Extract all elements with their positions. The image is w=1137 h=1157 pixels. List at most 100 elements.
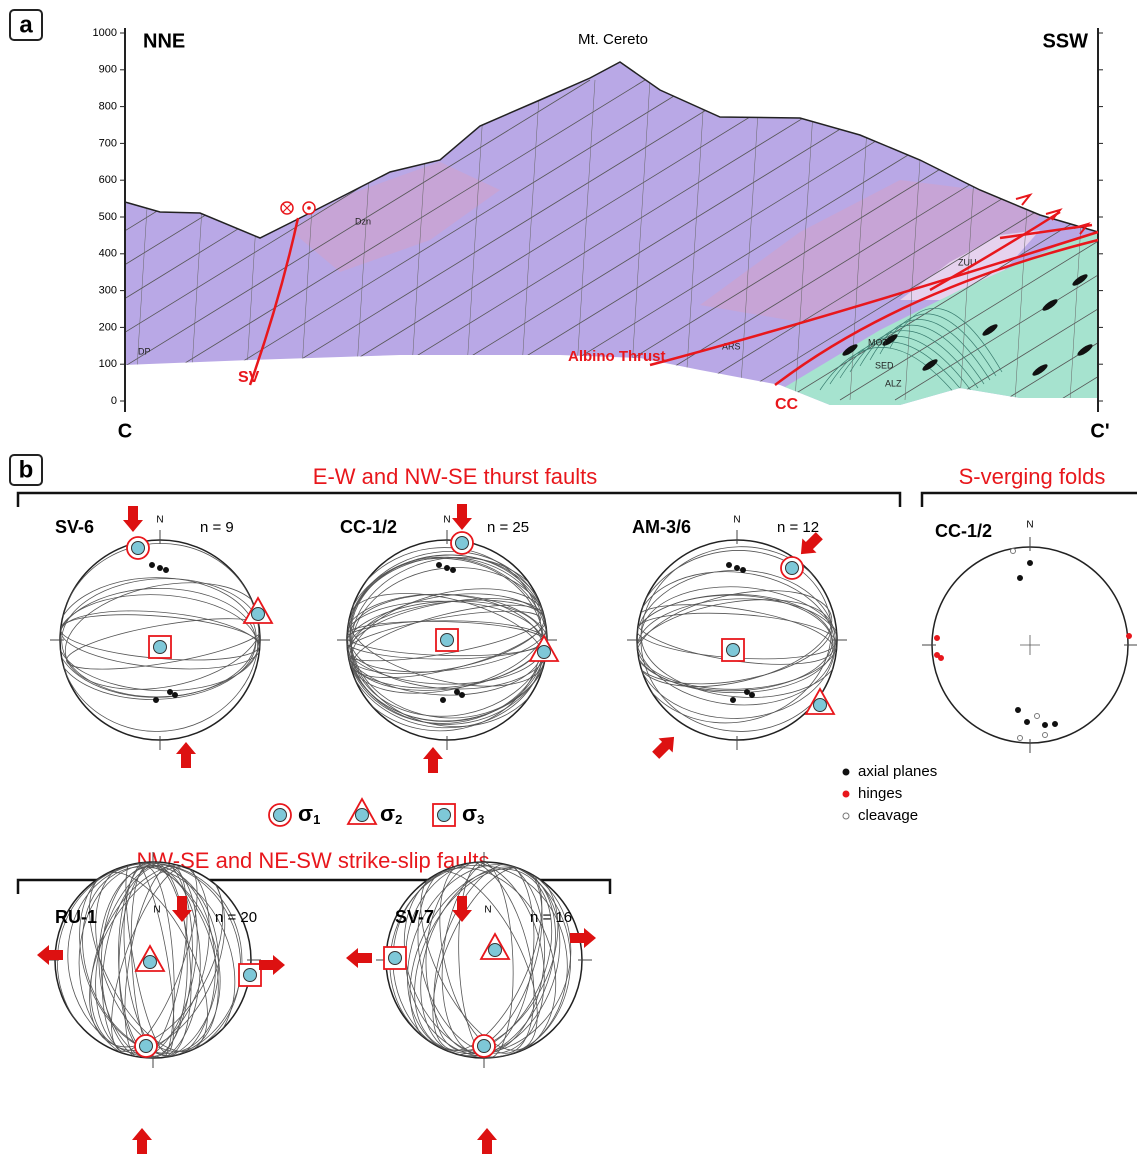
sigma-core bbox=[274, 809, 287, 822]
elevation-tick-label: 1000 bbox=[93, 27, 117, 39]
elevation-tick-label: 600 bbox=[99, 174, 117, 186]
pole bbox=[441, 698, 446, 703]
pole bbox=[745, 690, 750, 695]
fault-arrow bbox=[1016, 195, 1030, 205]
sample-count: n = 20 bbox=[215, 909, 257, 926]
sigma-core bbox=[814, 699, 827, 712]
legend-label: hinges bbox=[858, 785, 902, 802]
pole bbox=[1025, 720, 1030, 725]
bedding-cross bbox=[80, 80, 100, 400]
stress-arrow bbox=[123, 506, 143, 532]
pole bbox=[731, 698, 736, 703]
unit-label: DP bbox=[138, 346, 151, 356]
pole bbox=[727, 563, 732, 568]
section-end: C bbox=[118, 420, 132, 442]
pole bbox=[1016, 708, 1021, 713]
stress-arrow bbox=[259, 955, 285, 975]
north-label: N bbox=[443, 515, 450, 526]
sigma-symbol: σ bbox=[298, 801, 313, 826]
sigma-core bbox=[244, 969, 257, 982]
pole bbox=[1018, 576, 1023, 581]
elevation-tick-label: 0 bbox=[111, 395, 117, 407]
stress-legend-label: σ2 bbox=[380, 801, 402, 828]
sample-count: n = 9 bbox=[200, 519, 234, 536]
pole bbox=[460, 693, 465, 698]
fault-label: SV bbox=[238, 369, 260, 386]
sigma-core bbox=[786, 562, 799, 575]
legend-marker bbox=[843, 813, 849, 819]
site-label: SV-7 bbox=[395, 907, 434, 927]
elevation-tick-label: 200 bbox=[99, 321, 117, 333]
fault-label: CC bbox=[775, 396, 799, 413]
sigma-core bbox=[456, 537, 469, 550]
pole bbox=[158, 566, 163, 571]
site-label: AM-3/6 bbox=[632, 517, 691, 537]
sigma-core bbox=[154, 641, 167, 654]
pole bbox=[1011, 549, 1016, 554]
legend-label: cleavage bbox=[858, 807, 918, 824]
pole bbox=[1035, 714, 1040, 719]
site-label: RU-1 bbox=[55, 907, 97, 927]
pole bbox=[173, 693, 178, 698]
unit-label: ALZ bbox=[885, 378, 902, 388]
pole bbox=[1043, 723, 1048, 728]
elevation-tick-label: 100 bbox=[99, 358, 117, 370]
pole bbox=[1127, 634, 1132, 639]
legend-label: axial planes bbox=[858, 763, 937, 780]
sigma-core bbox=[356, 809, 369, 822]
unit-label: MOT bbox=[868, 337, 888, 347]
elevation-tick-label: 700 bbox=[99, 137, 117, 149]
stress-legend-label: σ1 bbox=[298, 801, 320, 828]
legend-marker bbox=[843, 791, 849, 797]
stress-arrow bbox=[132, 1128, 152, 1154]
pole bbox=[1043, 733, 1048, 738]
slip-toward-dot bbox=[307, 206, 311, 210]
sigma-core bbox=[441, 634, 454, 647]
north-label: N bbox=[733, 515, 740, 526]
stress-arrow bbox=[477, 1128, 497, 1154]
page: { "panel_a": { "label": "a", "left_end":… bbox=[0, 0, 1137, 1157]
peak-label: Mt. Cereto bbox=[578, 31, 648, 48]
sigma-core bbox=[538, 646, 551, 659]
pole bbox=[437, 563, 442, 568]
sigma-core bbox=[389, 952, 402, 965]
sample-count: n = 25 bbox=[487, 519, 529, 536]
north-label: N bbox=[153, 905, 160, 916]
pole bbox=[154, 698, 159, 703]
pole bbox=[150, 563, 155, 568]
bedding bbox=[1115, 80, 1137, 400]
stress-arrow bbox=[346, 948, 372, 968]
site-label: CC-1/2 bbox=[340, 517, 397, 537]
sigma-core bbox=[727, 644, 740, 657]
fault-label: Albino Thrust bbox=[568, 348, 666, 365]
panel-label: a bbox=[19, 11, 33, 38]
stress-arrow bbox=[452, 504, 472, 530]
north-label: N bbox=[484, 905, 491, 916]
pole bbox=[164, 568, 169, 573]
section-end: C' bbox=[1090, 420, 1109, 442]
elevation-tick-label: 900 bbox=[99, 64, 117, 76]
group-title: E-W and NW-SE thurst faults bbox=[313, 464, 597, 489]
pole bbox=[168, 690, 173, 695]
unit-label: Dzn bbox=[355, 216, 371, 226]
unit-label: SED bbox=[875, 360, 894, 370]
site-label: SV-6 bbox=[55, 517, 94, 537]
sigma-core bbox=[489, 944, 502, 957]
site-label: CC-1/2 bbox=[935, 521, 992, 541]
pole bbox=[735, 566, 740, 571]
elevation-tick-label: 400 bbox=[99, 248, 117, 260]
pole bbox=[750, 693, 755, 698]
north-label: N bbox=[156, 515, 163, 526]
sigma-core bbox=[144, 956, 157, 969]
stress-arrow bbox=[649, 730, 682, 763]
bedding-cross bbox=[1125, 80, 1137, 400]
pole bbox=[935, 636, 940, 641]
panel-label: b bbox=[19, 456, 34, 483]
sigma-index: 2 bbox=[395, 812, 402, 827]
pole bbox=[939, 656, 944, 661]
end-label: NNE bbox=[143, 30, 185, 52]
bedding bbox=[0, 80, 95, 400]
sigma-symbol: σ bbox=[462, 801, 477, 826]
figure: a01002003004005006007008009001000NNESSWM… bbox=[0, 0, 1137, 1157]
pole bbox=[1053, 722, 1058, 727]
